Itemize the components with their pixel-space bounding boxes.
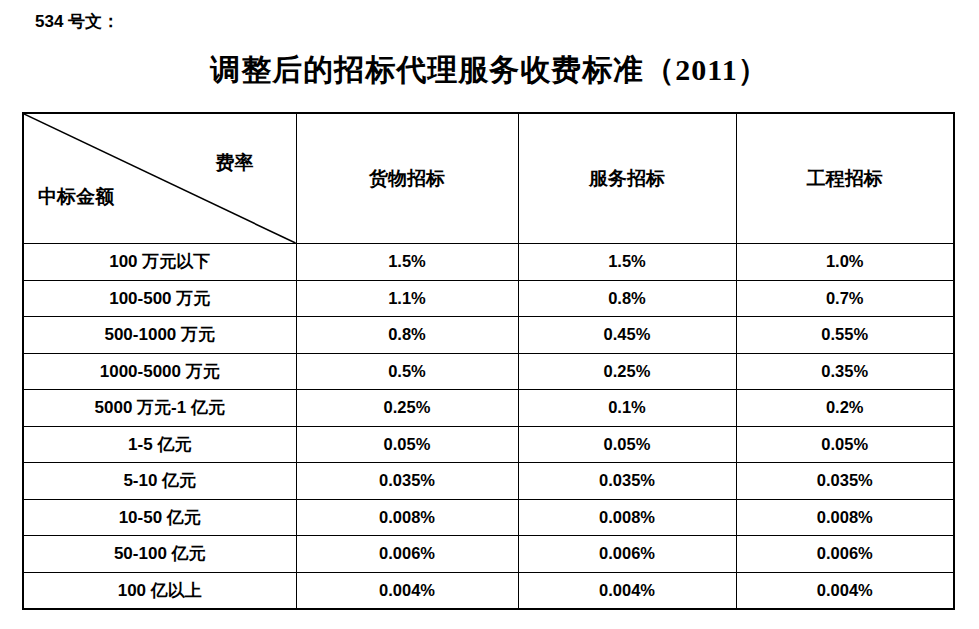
rate-cell: 0.008% xyxy=(736,499,954,536)
rate-cell: 0.2% xyxy=(736,390,954,427)
rate-cell: 0.008% xyxy=(518,499,736,536)
table-row: 500-1000 万元 0.8% 0.45% 0.55% xyxy=(23,317,954,354)
amount-range-cell: 5-10 亿元 xyxy=(23,463,296,500)
rate-cell: 1.5% xyxy=(518,244,736,281)
rate-cell: 1.0% xyxy=(736,244,954,281)
column-header-services: 服务招标 xyxy=(518,113,736,244)
rate-cell: 0.006% xyxy=(296,536,518,573)
table-row: 5000 万元-1 亿元 0.25% 0.1% 0.2% xyxy=(23,390,954,427)
table-row: 10-50 亿元 0.008% 0.008% 0.008% xyxy=(23,499,954,536)
table-row: 100-500 万元 1.1% 0.8% 0.7% xyxy=(23,280,954,317)
page-title: 调整后的招标代理服务收费标准（2011） xyxy=(0,50,979,91)
amount-range-cell: 100 万元以下 xyxy=(23,244,296,281)
rate-cell: 0.45% xyxy=(518,317,736,354)
amount-range-cell: 5000 万元-1 亿元 xyxy=(23,390,296,427)
column-header-goods: 货物招标 xyxy=(296,113,518,244)
rate-cell: 0.8% xyxy=(518,280,736,317)
rate-cell: 0.008% xyxy=(296,499,518,536)
amount-range-cell: 100-500 万元 xyxy=(23,280,296,317)
rate-cell: 0.05% xyxy=(736,426,954,463)
corner-amount-label: 中标金额 xyxy=(38,184,114,210)
amount-range-cell: 1-5 亿元 xyxy=(23,426,296,463)
doc-number: 534 号文： xyxy=(35,10,119,33)
rate-cell: 0.035% xyxy=(296,463,518,500)
table-row: 100 亿以上 0.004% 0.004% 0.004% xyxy=(23,572,954,609)
rate-cell: 0.35% xyxy=(736,353,954,390)
fee-rate-table: 费率 中标金额 货物招标 服务招标 工程招标 100 万元以下 1.5% 1.5… xyxy=(22,112,955,610)
rate-cell: 0.006% xyxy=(736,536,954,573)
amount-range-cell: 50-100 亿元 xyxy=(23,536,296,573)
rate-cell: 0.05% xyxy=(296,426,518,463)
rate-cell: 0.1% xyxy=(518,390,736,427)
amount-range-cell: 10-50 亿元 xyxy=(23,499,296,536)
rate-cell: 1.1% xyxy=(296,280,518,317)
corner-rate-label: 费率 xyxy=(216,150,254,176)
rate-cell: 0.035% xyxy=(518,463,736,500)
rate-cell: 0.004% xyxy=(296,572,518,609)
rate-cell: 0.004% xyxy=(518,572,736,609)
rate-cell: 0.55% xyxy=(736,317,954,354)
rate-cell: 0.25% xyxy=(518,353,736,390)
amount-range-cell: 100 亿以上 xyxy=(23,572,296,609)
table-row: 100 万元以下 1.5% 1.5% 1.0% xyxy=(23,244,954,281)
corner-header-cell: 费率 中标金额 xyxy=(23,113,296,244)
rate-cell: 0.5% xyxy=(296,353,518,390)
header-row: 费率 中标金额 货物招标 服务招标 工程招标 xyxy=(23,113,954,244)
table-row: 50-100 亿元 0.006% 0.006% 0.006% xyxy=(23,536,954,573)
table-row: 1000-5000 万元 0.5% 0.25% 0.35% xyxy=(23,353,954,390)
table-row: 5-10 亿元 0.035% 0.035% 0.035% xyxy=(23,463,954,500)
rate-cell: 0.25% xyxy=(296,390,518,427)
amount-range-cell: 500-1000 万元 xyxy=(23,317,296,354)
rate-cell: 0.05% xyxy=(518,426,736,463)
rate-cell: 0.004% xyxy=(736,572,954,609)
column-header-engineering: 工程招标 xyxy=(736,113,954,244)
rate-cell: 0.006% xyxy=(518,536,736,573)
rate-cell: 0.035% xyxy=(736,463,954,500)
rate-cell: 0.7% xyxy=(736,280,954,317)
table-row: 1-5 亿元 0.05% 0.05% 0.05% xyxy=(23,426,954,463)
amount-range-cell: 1000-5000 万元 xyxy=(23,353,296,390)
rate-cell: 1.5% xyxy=(296,244,518,281)
document-page: 534 号文： 调整后的招标代理服务收费标准（2011） 费率 中标金额 货物招… xyxy=(0,0,979,629)
diagonal-divider xyxy=(24,114,296,243)
rate-cell: 0.8% xyxy=(296,317,518,354)
